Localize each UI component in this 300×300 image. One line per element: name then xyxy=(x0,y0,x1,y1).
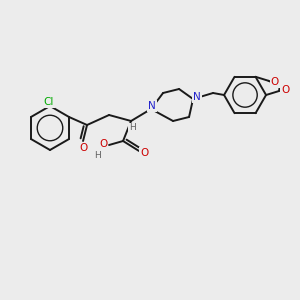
Text: O: O xyxy=(270,77,279,87)
Text: H: H xyxy=(129,124,135,133)
Text: O: O xyxy=(281,85,289,95)
Text: N: N xyxy=(148,101,156,111)
Text: N: N xyxy=(193,92,201,102)
Text: Cl: Cl xyxy=(44,97,54,107)
Text: O: O xyxy=(140,148,148,158)
Text: O: O xyxy=(99,139,107,149)
Text: H: H xyxy=(94,151,100,160)
Text: O: O xyxy=(79,143,87,153)
